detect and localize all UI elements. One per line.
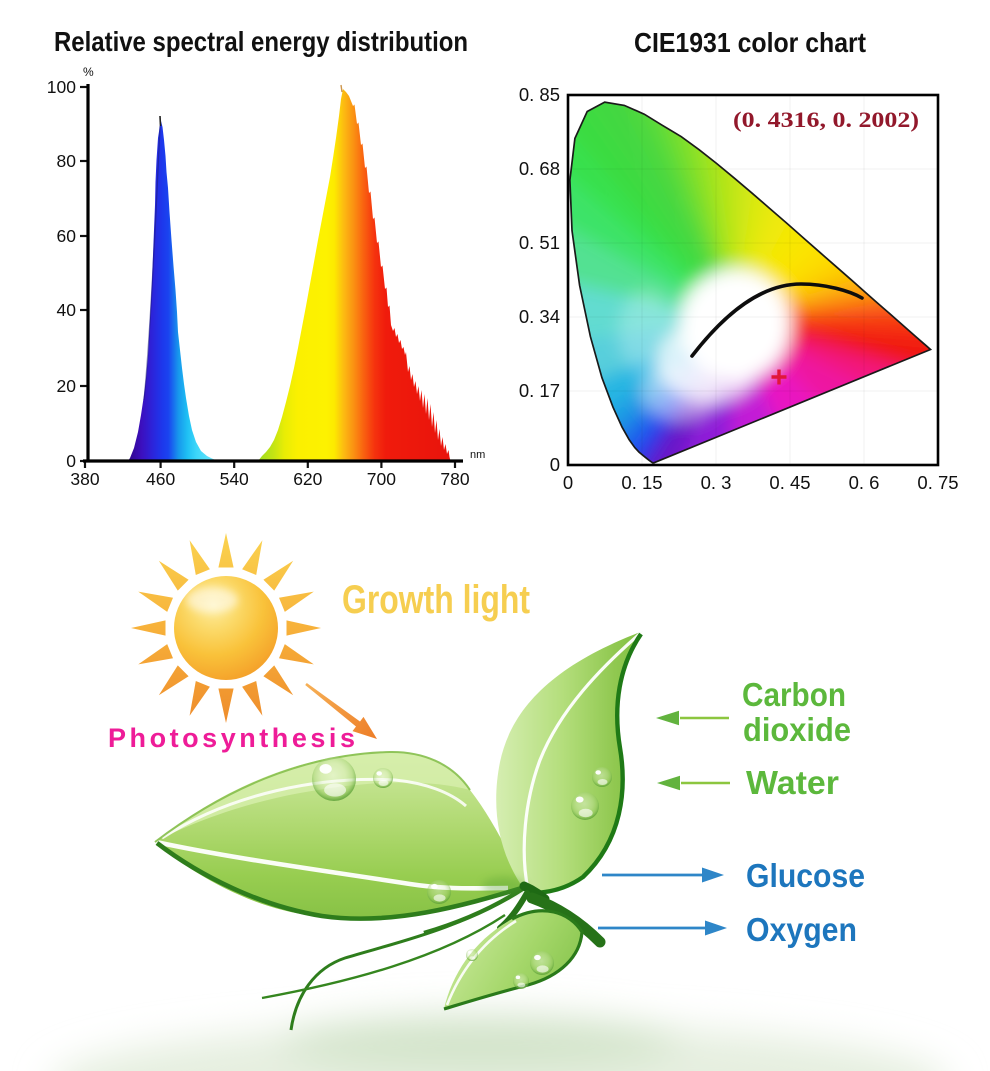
svg-text:40: 40 [57,300,77,320]
svg-text:CIE1931 color chart: CIE1931 color chart [634,27,866,58]
svg-text:Water: Water [746,764,839,801]
svg-text:620: 620 [293,469,322,489]
svg-text:0. 3: 0. 3 [701,472,732,493]
svg-text:nm: nm [470,449,485,461]
svg-text:Carbon: Carbon [742,676,846,713]
svg-text:Relative spectral energy distr: Relative spectral energy distribution [54,26,468,57]
svg-text:0. 15: 0. 15 [621,472,662,493]
svg-text:0. 6: 0. 6 [849,472,880,493]
svg-text:540: 540 [220,469,249,489]
svg-text:100: 100 [47,77,76,97]
svg-text:380: 380 [70,469,99,489]
svg-text:0. 17: 0. 17 [519,380,560,401]
svg-text:0. 51: 0. 51 [519,232,560,253]
svg-text:460: 460 [146,469,175,489]
svg-text:80: 80 [57,151,77,171]
svg-text:0: 0 [66,451,76,471]
svg-text:(0. 4316, 0. 2002): (0. 4316, 0. 2002) [733,107,919,132]
svg-text:Growth light: Growth light [342,578,530,622]
svg-text:Glucose: Glucose [746,857,865,894]
svg-text:0. 34: 0. 34 [519,306,560,327]
svg-text:0. 45: 0. 45 [769,472,810,493]
svg-text:Photosynthesis: Photosynthesis [108,723,355,753]
svg-text:%: % [83,65,94,79]
svg-text:0. 75: 0. 75 [917,472,958,493]
svg-text:700: 700 [367,469,396,489]
svg-text:0. 68: 0. 68 [519,158,560,179]
svg-text:0: 0 [550,454,560,475]
svg-text:0. 85: 0. 85 [519,84,560,105]
svg-text:dioxide: dioxide [743,711,851,748]
svg-text:60: 60 [57,226,77,246]
svg-text:0: 0 [563,472,573,493]
svg-text:20: 20 [57,376,77,396]
svg-text:780: 780 [440,469,469,489]
svg-text:Oxygen: Oxygen [746,911,857,948]
